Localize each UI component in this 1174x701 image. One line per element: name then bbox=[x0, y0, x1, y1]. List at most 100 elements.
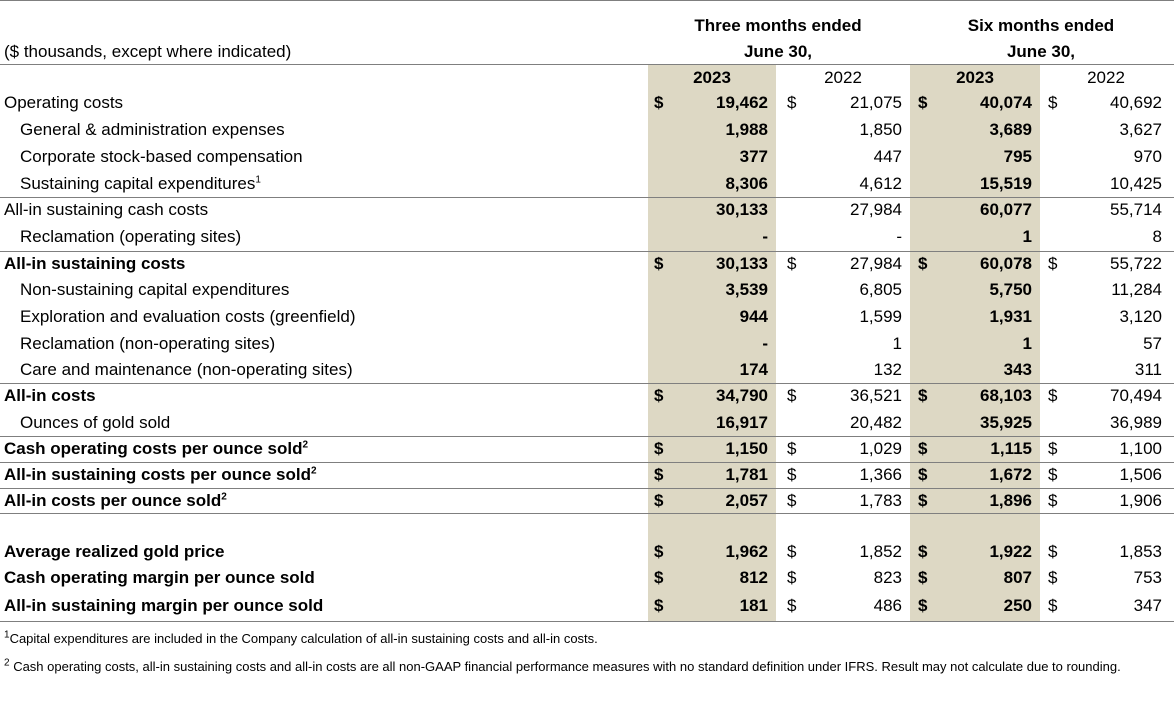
row-rule bbox=[0, 251, 1174, 252]
row-label-text: All-in sustaining margin per ounce sold bbox=[4, 596, 324, 615]
value-cell: 36,989 bbox=[1110, 413, 1162, 432]
value-cell: 311 bbox=[1134, 360, 1162, 379]
currency-symbol: $ bbox=[787, 93, 797, 112]
currency-symbol: $ bbox=[918, 93, 928, 112]
value-cell: 1 bbox=[892, 334, 902, 353]
value-cell: 3,120 bbox=[1119, 307, 1162, 326]
value-cell: 181 bbox=[739, 596, 768, 615]
row-rule bbox=[0, 513, 1174, 514]
table-row: Exploration and evaluation costs (greenf… bbox=[0, 305, 1174, 332]
row-label: Cash operating margin per ounce sold bbox=[4, 568, 315, 596]
row-label-text: Average realized gold price bbox=[4, 542, 225, 561]
currency-symbol: $ bbox=[787, 254, 797, 273]
value-cell: 21,075 bbox=[850, 93, 902, 112]
value-cell: 8,306 bbox=[725, 174, 768, 193]
value-cell: 795 bbox=[1003, 147, 1032, 166]
footnote-marker: 2 bbox=[302, 439, 309, 451]
value-cell: 15,519 bbox=[980, 174, 1032, 193]
currency-symbol: $ bbox=[1048, 542, 1058, 561]
value-cell: 1,599 bbox=[859, 307, 902, 326]
table-row: All-in sustaining cash costs 30,133 27,984… bbox=[0, 198, 1174, 225]
row-label: Non-sustaining capital expenditures bbox=[20, 280, 289, 307]
value-cell: 1 bbox=[1022, 334, 1032, 353]
value-cell: 27,984 bbox=[850, 200, 902, 219]
value-cell: 1,962 bbox=[725, 542, 768, 561]
row-label-text: Operating costs bbox=[4, 93, 124, 112]
row-label: Reclamation (operating sites) bbox=[20, 227, 241, 254]
table-row: Cash operating costs per ounce sold2 $1,1… bbox=[0, 437, 1174, 463]
currency-symbol: $ bbox=[1048, 439, 1058, 458]
currency-symbol: $ bbox=[787, 386, 797, 405]
six-months-heading-line2: June 30, bbox=[1006, 42, 1076, 61]
three-months-heading-line2: June 30, bbox=[743, 42, 813, 61]
value-cell: 1,896 bbox=[989, 491, 1032, 510]
currency-symbol: $ bbox=[654, 465, 664, 484]
row-rule bbox=[0, 383, 1174, 384]
value-cell: 1,115 bbox=[990, 439, 1032, 458]
currency-symbol: $ bbox=[918, 596, 928, 615]
three-months-heading-line1: Three months ended bbox=[694, 16, 862, 35]
table-row: All-in costs $34,790 $36,521 $68,103 $70,494 bbox=[0, 384, 1174, 411]
row-label-text: Exploration and evaluation costs (greenf… bbox=[20, 307, 356, 326]
spacer-row bbox=[0, 514, 1174, 540]
value-cell: 1,852 bbox=[859, 542, 902, 561]
row-label: Operating costs bbox=[4, 93, 123, 120]
table-row: Care and maintenance (non-operating site… bbox=[0, 358, 1174, 384]
row-label: All-in sustaining margin per ounce sold bbox=[4, 596, 323, 623]
currency-symbol: $ bbox=[1048, 465, 1058, 484]
table-body: Operating costs $19,462 $21,075 $40,074 $40,… bbox=[0, 91, 1174, 622]
currency-symbol: $ bbox=[1048, 596, 1058, 615]
row-label: Sustaining capital expenditures1 bbox=[20, 174, 261, 200]
currency-symbol: $ bbox=[918, 465, 928, 484]
value-cell: 11,284 bbox=[1111, 280, 1162, 299]
currency-symbol: $ bbox=[654, 386, 664, 405]
currency-symbol: $ bbox=[654, 568, 664, 587]
row-label-text: Care and maintenance (non-operating site… bbox=[20, 360, 353, 379]
currency-symbol: $ bbox=[918, 254, 928, 273]
value-cell: 70,494 bbox=[1110, 386, 1162, 405]
row-label-text: All-in sustaining costs per ounce sold bbox=[4, 465, 311, 484]
value-cell: 35,925 bbox=[980, 413, 1032, 432]
currency-symbol: $ bbox=[654, 254, 664, 273]
row-label: Average realized gold price bbox=[4, 542, 224, 568]
table-row: Ounces of gold sold 16,917 20,482 35,925 36,… bbox=[0, 411, 1174, 437]
row-label: All-in costs per ounce sold2 bbox=[4, 491, 227, 516]
footnote-marker: 2 bbox=[221, 491, 227, 503]
row-label-text: All-in sustaining cash costs bbox=[4, 200, 209, 219]
year-2022-three-months: 2022 bbox=[824, 68, 862, 87]
value-cell: 40,074 bbox=[980, 93, 1032, 112]
bottom-rule bbox=[0, 621, 1174, 622]
value-cell: 60,077 bbox=[980, 200, 1032, 219]
currency-symbol: $ bbox=[654, 596, 664, 615]
currency-symbol: $ bbox=[654, 93, 664, 112]
value-cell: 10,425 bbox=[1110, 174, 1162, 193]
value-cell: 812 bbox=[739, 568, 768, 587]
row-label-text: Corporate stock-based compensation bbox=[20, 147, 303, 166]
row-label-text: Reclamation (operating sites) bbox=[20, 227, 242, 246]
currency-symbol: $ bbox=[1048, 93, 1058, 112]
row-rule bbox=[0, 197, 1174, 198]
value-cell: 1,029 bbox=[859, 439, 902, 458]
value-cell: - bbox=[896, 227, 902, 246]
value-cell: 1,783 bbox=[859, 491, 902, 510]
table-row: All-in sustaining costs per ounce sold2 $… bbox=[0, 463, 1174, 489]
value-cell: 8 bbox=[1152, 227, 1162, 246]
row-label: General & administration expenses bbox=[20, 120, 285, 147]
row-rule bbox=[0, 436, 1174, 437]
value-cell: 4,612 bbox=[859, 174, 902, 193]
footnote-marker: 2 bbox=[311, 465, 317, 477]
value-cell: 3,539 bbox=[725, 280, 768, 299]
value-cell: 970 bbox=[1133, 147, 1162, 166]
row-label-text: Cash operating margin per ounce sold bbox=[4, 568, 315, 587]
currency-symbol: $ bbox=[787, 465, 797, 484]
value-cell: - bbox=[762, 334, 768, 353]
value-cell: 55,722 bbox=[1110, 254, 1162, 273]
cost-table: Three months ended June 30, Six months e… bbox=[0, 16, 1174, 622]
value-cell: 16,917 bbox=[716, 413, 768, 432]
value-cell: 3,627 bbox=[1119, 120, 1162, 139]
currency-symbol: $ bbox=[654, 491, 664, 510]
table-row: Sustaining capital expenditures1 8,306 4,6… bbox=[0, 172, 1174, 198]
footnote-1-text: Capital expenditures are included in the… bbox=[9, 631, 598, 646]
units-label: ($ thousands, except where indicated) bbox=[4, 42, 292, 61]
value-cell: 1,853 bbox=[1119, 542, 1162, 561]
